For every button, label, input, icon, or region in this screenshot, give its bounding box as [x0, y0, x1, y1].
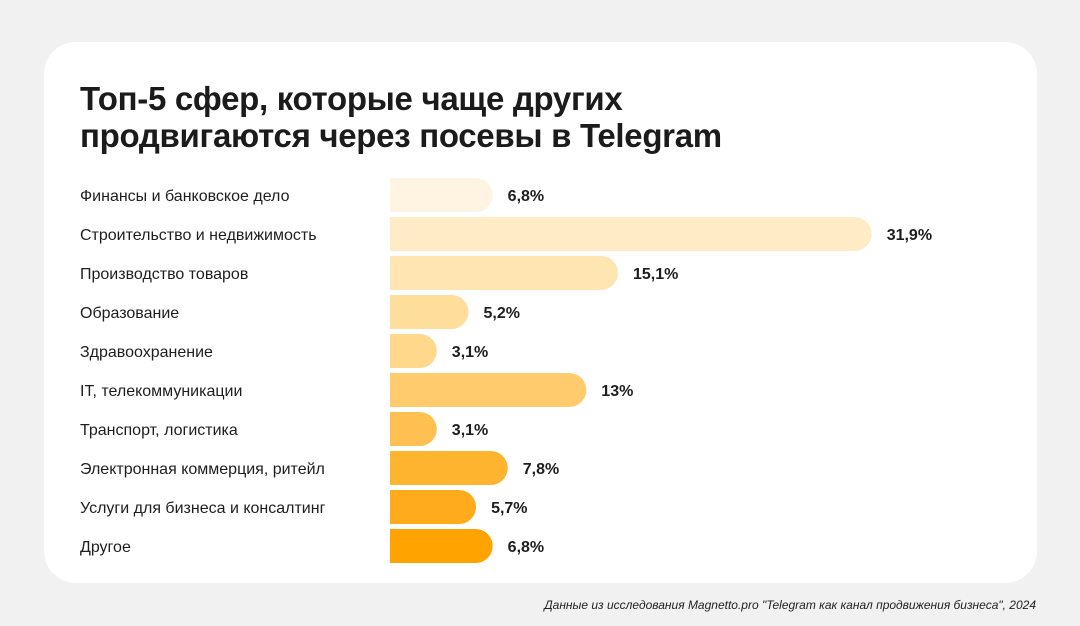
source-footnote: Данные из исследования Magnetto.pro "Tel… [544, 598, 1036, 612]
bar [390, 451, 508, 485]
category-label: Производство товаров [80, 266, 248, 283]
chart-title: Топ-5 сфер, которые чаще других продвига… [80, 80, 722, 154]
category-label: Услуги для бизнеса и консалтинг [80, 500, 326, 517]
category-label: Транспорт, логистика [80, 422, 238, 439]
bar [390, 412, 437, 446]
category-label: Строительство и недвижимость [80, 227, 317, 244]
category-label: Финансы и банковское дело [80, 188, 290, 205]
value-label: 13% [601, 383, 633, 400]
category-label: Образование [80, 305, 179, 322]
value-label: 6,8% [508, 188, 544, 205]
category-label: Другое [80, 539, 131, 556]
value-label: 3,1% [452, 344, 488, 361]
value-label: 31,9% [887, 227, 932, 244]
value-label: 3,1% [452, 422, 488, 439]
chart-card [44, 42, 1037, 583]
bar [390, 256, 619, 290]
category-label: IT, телекоммуникации [80, 383, 242, 400]
bar [390, 334, 437, 368]
value-label: 7,8% [523, 461, 559, 478]
bar [390, 529, 493, 563]
category-label: Здравоохранение [80, 344, 213, 361]
value-label: 6,8% [508, 539, 544, 556]
chart-title-line-1: Топ-5 сфер, которые чаще других [80, 80, 623, 117]
value-label: 5,7% [491, 500, 527, 517]
bar [390, 490, 477, 524]
bar [390, 295, 469, 329]
bar [390, 217, 872, 251]
category-label: Электронная коммерция, ритейл [80, 461, 325, 478]
value-label: 5,2% [484, 305, 520, 322]
chart-title-line-2: продвигаются через посевы в Telegram [80, 117, 722, 154]
bar [390, 178, 493, 212]
value-label: 15,1% [633, 266, 678, 283]
bar [390, 373, 587, 407]
